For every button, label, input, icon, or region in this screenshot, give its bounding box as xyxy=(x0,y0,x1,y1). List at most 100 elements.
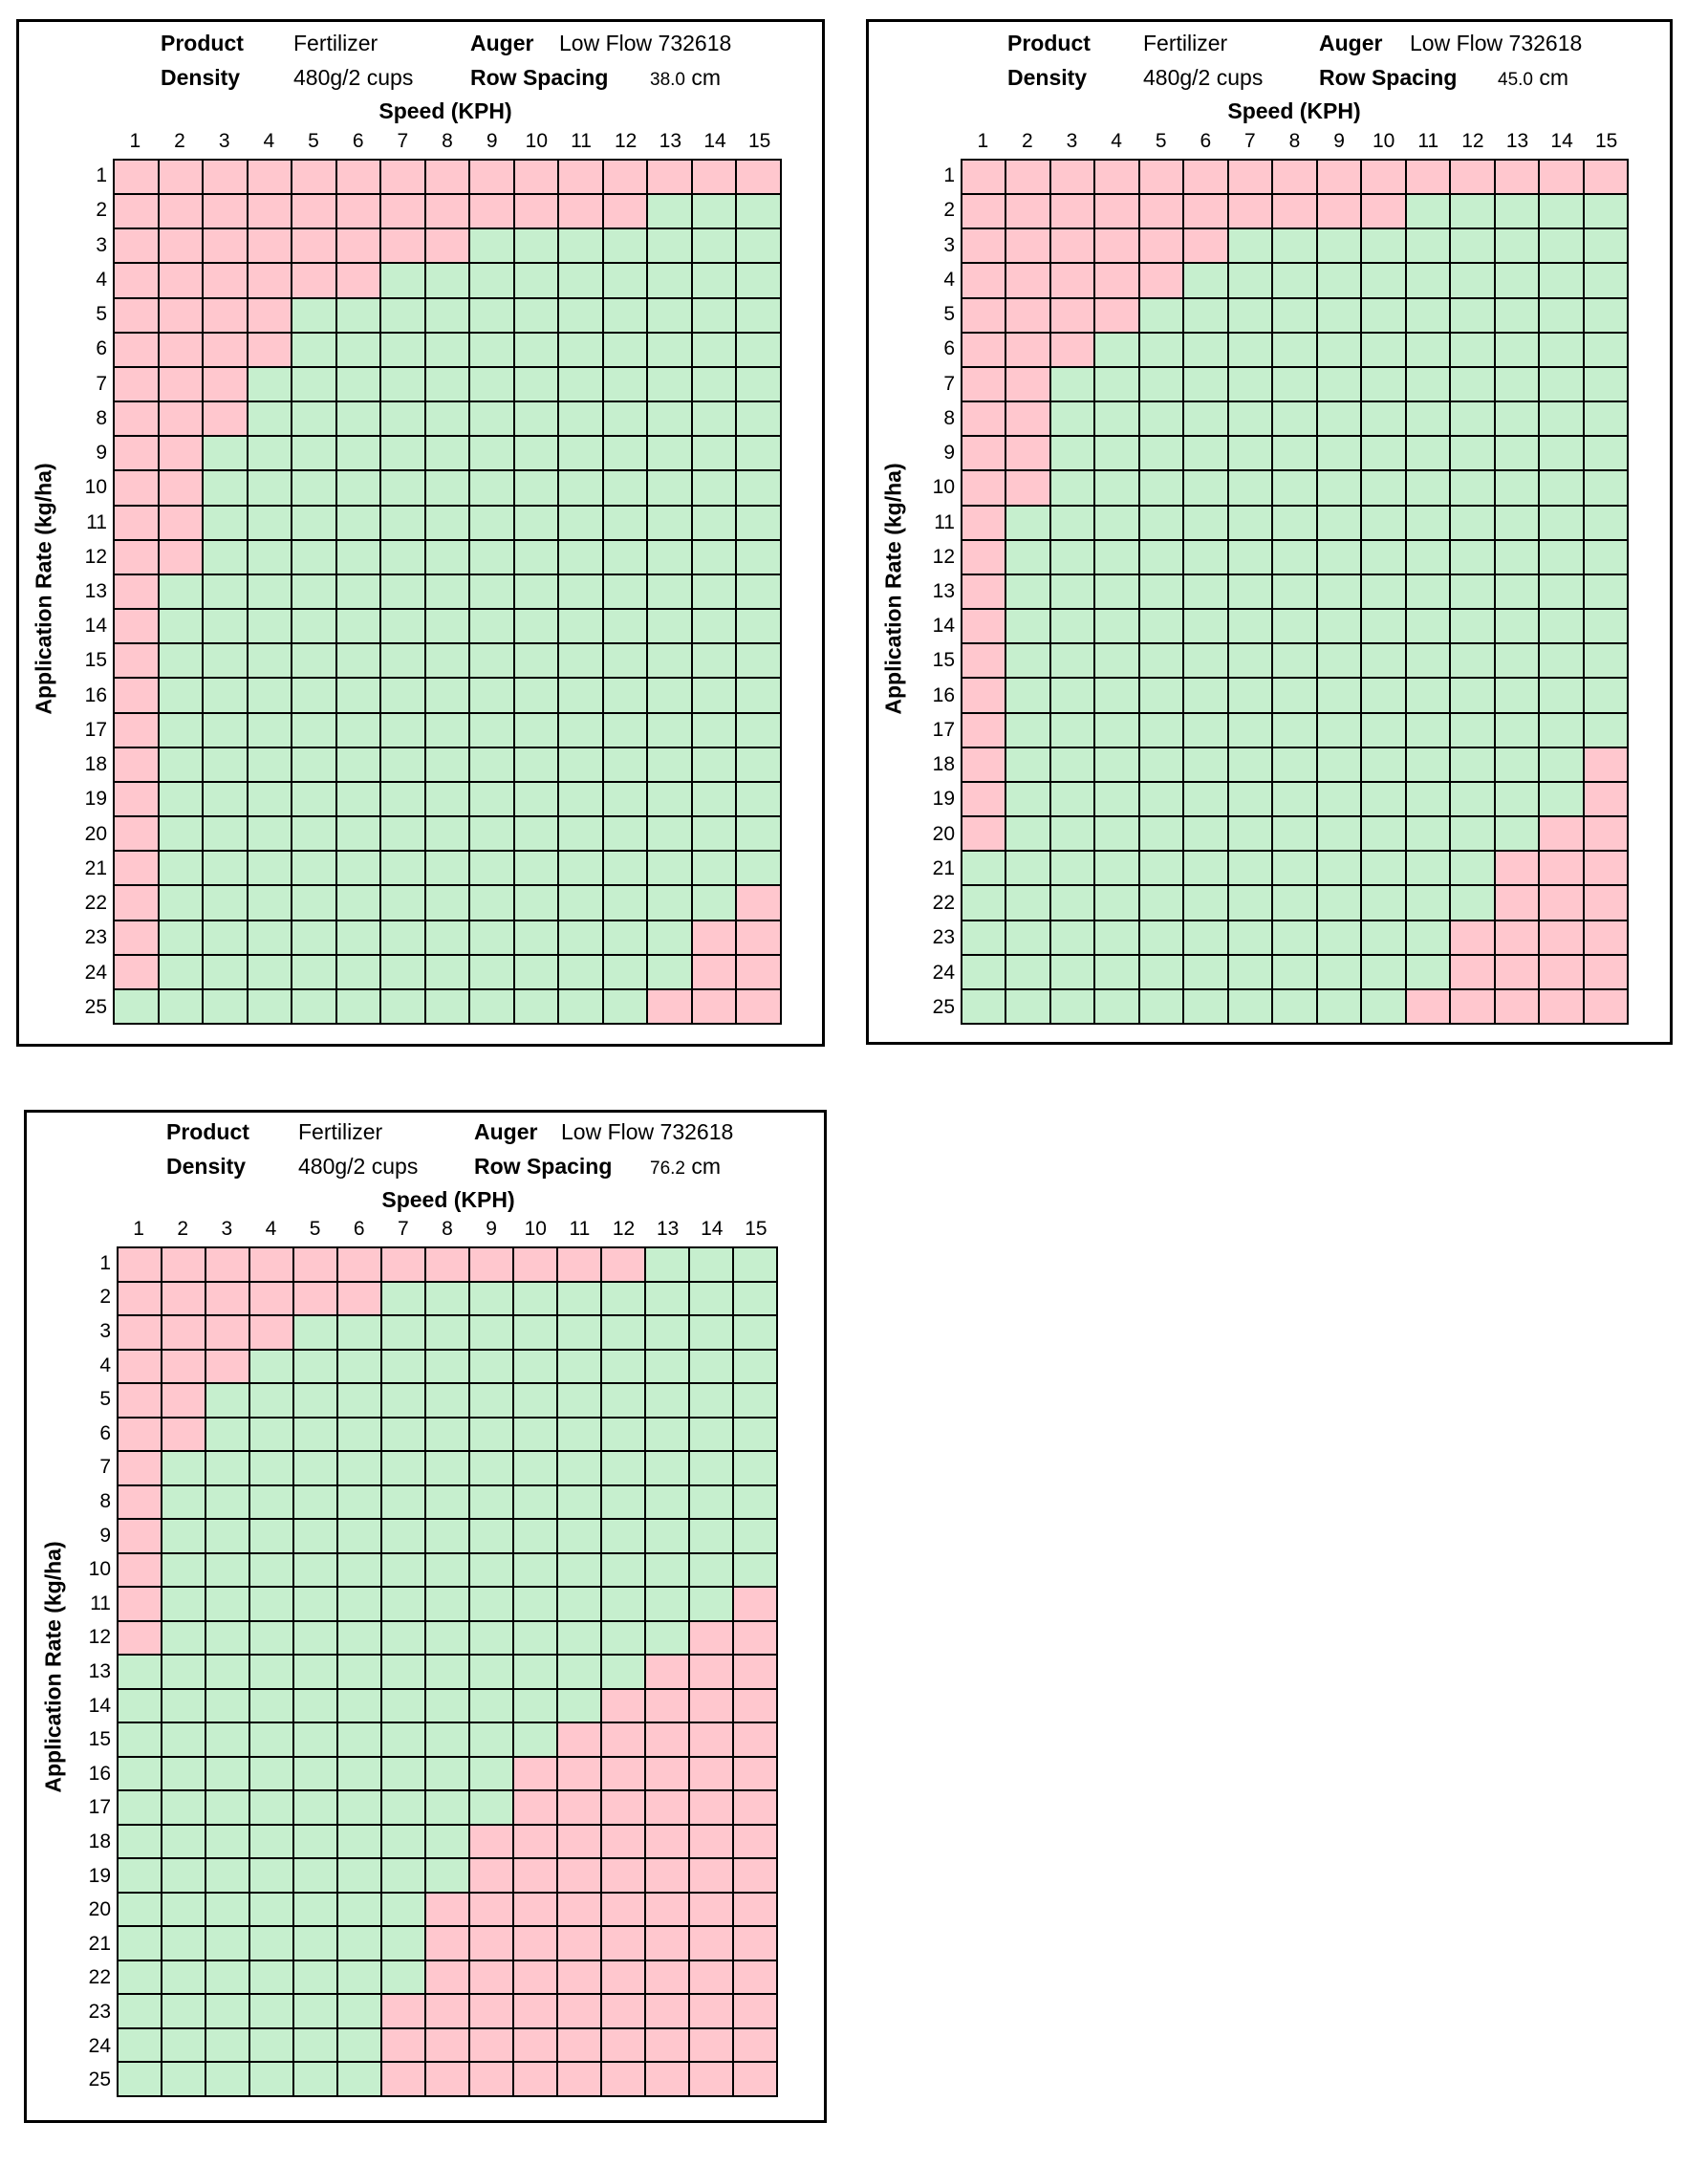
heatmap-cell xyxy=(470,852,515,887)
rate-tick: 7 xyxy=(99,1456,111,1479)
rate-tick: 17 xyxy=(932,718,955,741)
heatmap-cell xyxy=(1050,610,1096,645)
heatmap-cell xyxy=(382,2028,426,2064)
heatmap-cell xyxy=(602,1248,646,1283)
heatmap-cell xyxy=(1451,402,1496,438)
speed-tick: 2 xyxy=(177,1218,189,1240)
heatmap-cell xyxy=(558,1350,602,1385)
heatmap-cell xyxy=(292,574,337,611)
heatmap-cell xyxy=(119,1859,162,1894)
rate-tick: 12 xyxy=(84,545,107,568)
heatmap-cell xyxy=(603,161,649,196)
speed-tick: 7 xyxy=(398,1218,409,1240)
heatmap-cell xyxy=(1584,506,1629,541)
heatmap-cell xyxy=(470,574,515,611)
heatmap-cell xyxy=(119,1485,162,1521)
heatmap-cell xyxy=(648,437,693,472)
rate-tick: 8 xyxy=(99,1490,111,1512)
heatmap-cell xyxy=(292,886,337,921)
density-label: Density xyxy=(161,65,241,90)
heatmap-cell xyxy=(1184,229,1229,265)
heatmap-cell xyxy=(115,852,160,887)
heatmap-cell xyxy=(1139,886,1185,921)
heatmap-cell xyxy=(737,506,782,541)
heatmap-cell xyxy=(603,402,649,438)
heatmap-cell xyxy=(1095,574,1140,611)
heatmap-cell xyxy=(119,1825,162,1860)
heatmap-cell xyxy=(338,1859,382,1894)
auger-label: Auger xyxy=(470,31,534,55)
heatmap-cell xyxy=(602,1418,646,1453)
heatmap-cell xyxy=(162,1485,206,1521)
heatmap-cell xyxy=(381,437,426,472)
heatmap-cell xyxy=(514,1927,558,1961)
heatmap-cell xyxy=(559,852,604,887)
heatmap-cell xyxy=(558,2028,602,2064)
row-spacing-value: 38.0 cm xyxy=(650,64,721,94)
heatmap-cell xyxy=(119,1656,162,1690)
heatmap-cell xyxy=(1184,852,1229,887)
heatmap-cell xyxy=(559,161,604,196)
heatmap-cell xyxy=(206,2028,250,2064)
heatmap-cell xyxy=(336,333,382,368)
density-label: Density xyxy=(166,1154,247,1179)
heatmap-cell xyxy=(514,540,560,575)
heatmap-cell xyxy=(381,610,426,645)
heatmap-cell xyxy=(470,644,515,680)
heatmap-cell xyxy=(1317,921,1363,956)
heatmap-cell xyxy=(1184,506,1229,541)
heatmap-cell xyxy=(1228,506,1274,541)
heatmap-cell xyxy=(206,2063,250,2097)
heatmap-cell xyxy=(292,989,337,1025)
heatmap-cell xyxy=(734,1282,778,1317)
heatmap-cell xyxy=(692,782,738,818)
heatmap-cell xyxy=(1139,161,1185,196)
heatmap-cell xyxy=(692,713,738,748)
heatmap-cell xyxy=(737,471,782,507)
heatmap-cell xyxy=(734,1621,778,1657)
heatmap-cell xyxy=(514,1384,558,1419)
rate-tick: 25 xyxy=(88,2069,111,2091)
heatmap-cell xyxy=(470,1553,514,1589)
heatmap-cell xyxy=(1050,574,1096,611)
heatmap-cell xyxy=(250,1995,294,2029)
heatmap-cell xyxy=(159,955,205,990)
heatmap-cell xyxy=(1540,161,1585,196)
heatmap-cell xyxy=(470,367,515,403)
heatmap-cell xyxy=(648,229,693,265)
heatmap-cell xyxy=(648,540,693,575)
heatmap-cell xyxy=(426,1927,470,1961)
heatmap-cell xyxy=(294,1520,338,1554)
heatmap-cell xyxy=(1050,852,1096,887)
heatmap-cell xyxy=(204,574,249,611)
heatmap-cell xyxy=(1139,644,1185,680)
rate-tick: 14 xyxy=(932,615,955,638)
speed-tick: 15 xyxy=(1595,130,1618,152)
heatmap-cell xyxy=(292,679,337,714)
heatmap-cell xyxy=(734,2063,778,2097)
heatmap-cell xyxy=(425,921,471,956)
heatmap-cell xyxy=(336,921,382,956)
heatmap-cell xyxy=(602,2063,646,2097)
heatmap-cell xyxy=(1540,506,1585,541)
heatmap-cell xyxy=(1139,852,1185,887)
heatmap-cell xyxy=(734,1418,778,1453)
heatmap-cell xyxy=(206,1927,250,1961)
heatmap-cell xyxy=(690,1282,734,1317)
heatmap-cell xyxy=(1317,782,1363,818)
rate-tick: 24 xyxy=(932,961,955,984)
heatmap-cell xyxy=(1050,195,1096,230)
heatmap-cell xyxy=(1184,298,1229,334)
heatmap-cell xyxy=(1406,333,1452,368)
heatmap-cell xyxy=(426,1418,470,1453)
heatmap-cell xyxy=(1006,195,1051,230)
heatmap-cell xyxy=(514,402,560,438)
heatmap-cell xyxy=(204,921,249,956)
speed-tick: 13 xyxy=(1505,130,1529,152)
heatmap-cell xyxy=(1540,921,1585,956)
heatmap-cell xyxy=(1362,679,1407,714)
heatmap-cell xyxy=(426,1588,470,1622)
heatmap-cell xyxy=(646,1927,690,1961)
heatmap-cell xyxy=(1273,161,1318,196)
heatmap-cell xyxy=(250,1825,294,1860)
